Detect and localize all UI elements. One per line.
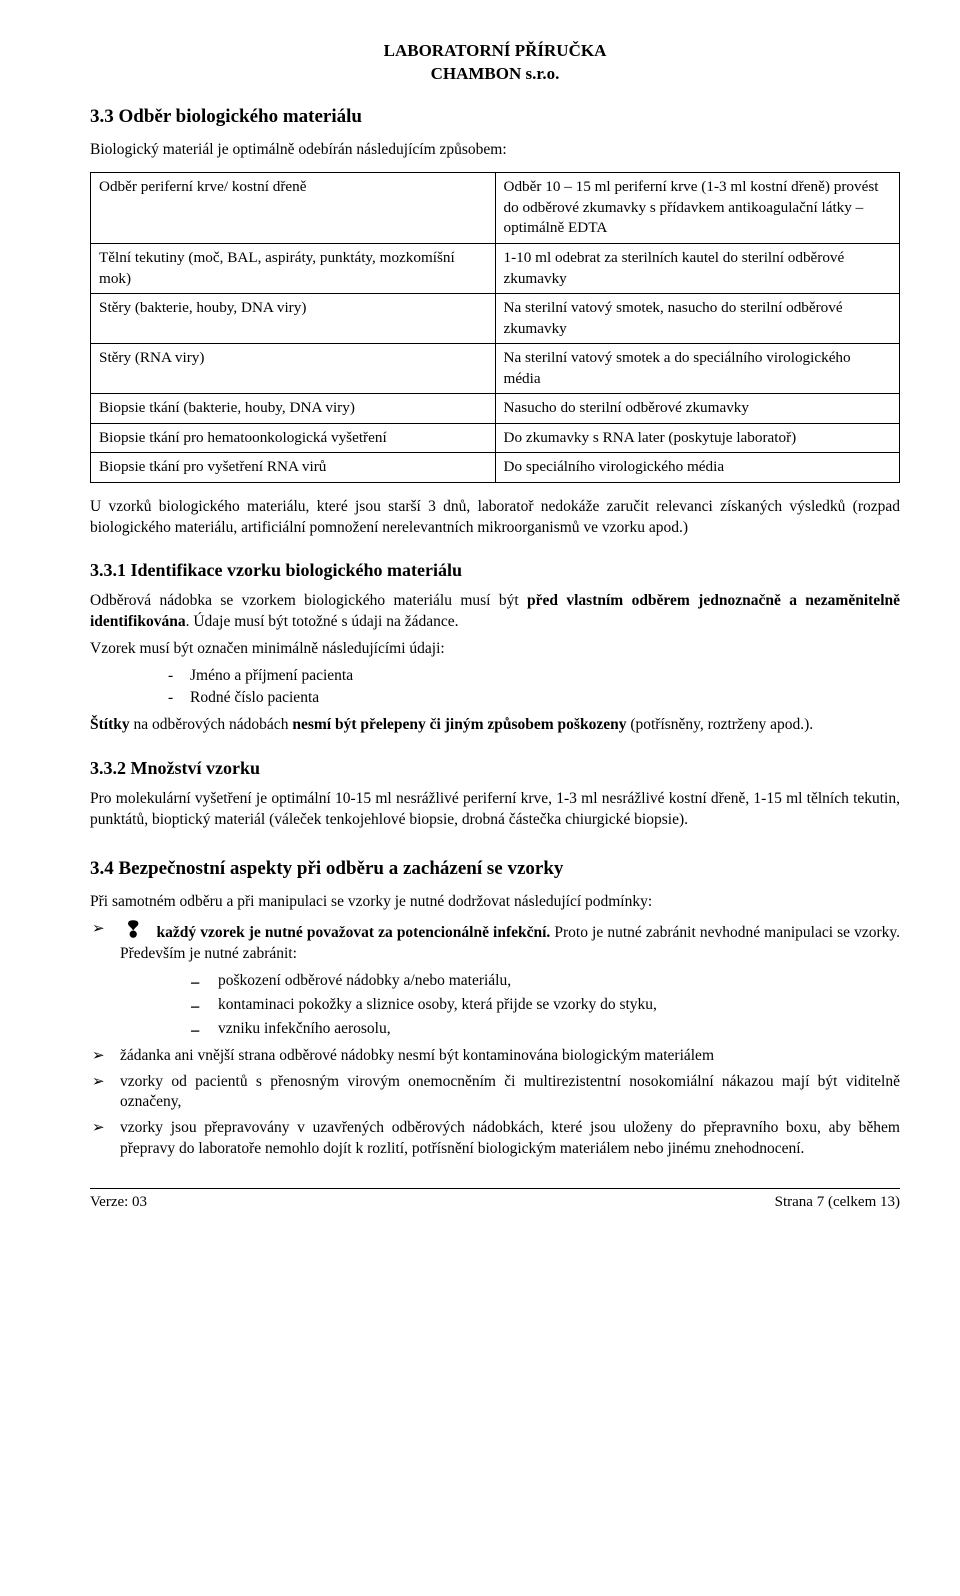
table-cell: 1-10 ml odebrat za sterilních kautel do …: [495, 243, 900, 293]
list-item: Jméno a příjmení pacienta: [190, 666, 900, 687]
table-row: Biopsie tkání pro hematoonkologická vyše…: [91, 423, 900, 453]
doc-header: LABORATORNÍ PŘÍRUČKA CHAMBON s.r.o.: [90, 40, 900, 86]
list-item: Rodné číslo pacienta: [190, 688, 900, 709]
footer: Verze: 03 Strana 7 (celkem 13): [90, 1188, 900, 1212]
table-row: Stěry (bakterie, houby, DNA viry)Na ster…: [91, 294, 900, 344]
section-3-3-after: U vzorků biologického materiálu, které j…: [90, 497, 900, 539]
safety-list: ❢ každý vzorek je nutné považovat za pot…: [90, 919, 900, 1160]
table-cell: Na sterilní vatový smotek a do speciální…: [495, 344, 900, 394]
warn-sublist: poškození odběrové nádobky a/nebo materi…: [120, 971, 900, 1040]
table-cell: Odběr periferní krve/ kostní dřeně: [91, 173, 496, 244]
table-row: Stěry (RNA viry)Na sterilní vatový smote…: [91, 344, 900, 394]
table-cell: Tělní tekutiny (moč, BAL, aspiráty, punk…: [91, 243, 496, 293]
safety-item: vzorky jsou přepravovány v uzavřených od…: [90, 1118, 900, 1160]
sample-table: Odběr periferní krve/ kostní dřeněOdběr …: [90, 172, 900, 482]
warning-icon: ❢: [124, 917, 142, 942]
table-cell: Odběr 10 – 15 ml periferní krve (1-3 ml …: [495, 173, 900, 244]
sublist-item: kontaminaci pokožky a sliznice osoby, kt…: [190, 995, 900, 1016]
sublist-item: vzniku infekčního aerosolu,: [190, 1019, 900, 1040]
ident-list: Jméno a příjmení pacienta Rodné číslo pa…: [90, 666, 900, 710]
table-cell: Do zkumavky s RNA later (poskytuje labor…: [495, 423, 900, 453]
section-3-3-1-p1: Odběrová nádobka se vzorkem biologického…: [90, 591, 900, 633]
footer-version: Verze: 03: [90, 1192, 147, 1212]
table-row: Tělní tekutiny (moč, BAL, aspiráty, punk…: [91, 243, 900, 293]
section-3-3-1-p3: Štítky na odběrových nádobách nesmí být …: [90, 715, 900, 736]
header-line1: LABORATORNÍ PŘÍRUČKA: [90, 40, 900, 63]
safety-item: vzorky od pacientů s přenosným virovým o…: [90, 1072, 900, 1114]
safety-item: žádanka ani vnější strana odběrové nádob…: [90, 1046, 900, 1067]
table-cell: Biopsie tkání pro vyšetření RNA virů: [91, 453, 496, 483]
section-3-3-title: 3.3 Odběr biologického materiálu: [90, 104, 900, 130]
table-row: Biopsie tkání pro vyšetření RNA virůDo s…: [91, 453, 900, 483]
table-row: Biopsie tkání (bakterie, houby, DNA viry…: [91, 394, 900, 424]
table-cell: Biopsie tkání pro hematoonkologická vyše…: [91, 423, 496, 453]
section-3-4-title: 3.4 Bezpečnostní aspekty při odběru a za…: [90, 856, 900, 882]
section-3-3-2-p: Pro molekulární vyšetření je optimální 1…: [90, 789, 900, 831]
table-cell: Stěry (RNA viry): [91, 344, 496, 394]
sublist-item: poškození odběrové nádobky a/nebo materi…: [190, 971, 900, 992]
footer-page: Strana 7 (celkem 13): [775, 1192, 900, 1212]
section-3-3-intro: Biologický materiál je optimálně odebírá…: [90, 140, 900, 161]
safety-item-warn: ❢ každý vzorek je nutné považovat za pot…: [90, 919, 900, 1040]
table-cell: Na sterilní vatový smotek, nasucho do st…: [495, 294, 900, 344]
section-3-3-1-p2: Vzorek musí být označen minimálně násled…: [90, 639, 900, 660]
section-3-3-2-title: 3.3.2 Množství vzorku: [90, 756, 900, 780]
table-cell: Nasucho do sterilní odběrové zkumavky: [495, 394, 900, 424]
table-cell: Stěry (bakterie, houby, DNA viry): [91, 294, 496, 344]
table-cell: Biopsie tkání (bakterie, houby, DNA viry…: [91, 394, 496, 424]
section-3-4-intro: Při samotném odběru a při manipulaci se …: [90, 892, 900, 913]
table-row: Odběr periferní krve/ kostní dřeněOdběr …: [91, 173, 900, 244]
table-cell: Do speciálního virologického média: [495, 453, 900, 483]
section-3-3-1-title: 3.3.1 Identifikace vzorku biologického m…: [90, 558, 900, 582]
header-line2: CHAMBON s.r.o.: [90, 63, 900, 86]
